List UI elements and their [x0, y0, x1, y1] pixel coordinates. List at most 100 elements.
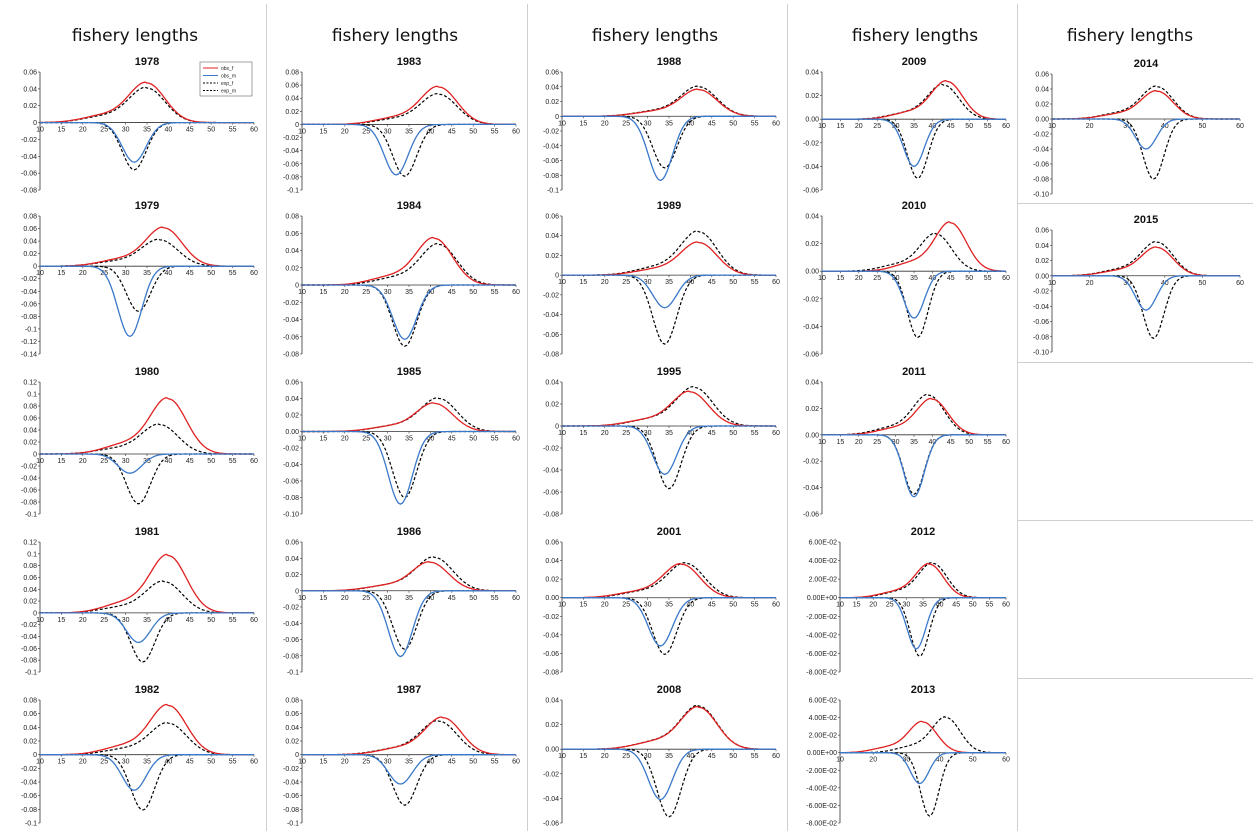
x-tick-label: 25: [622, 602, 630, 609]
x-tick-label: 25: [100, 617, 108, 624]
y-tick-label: -0.06: [21, 301, 37, 308]
y-tick-label: -0.02: [543, 292, 559, 299]
x-tick-label: 35: [405, 759, 413, 766]
x-tick-label: 55: [751, 120, 759, 127]
x-tick-label: 50: [207, 127, 215, 134]
legend-label: obs_f: [221, 66, 234, 72]
chart-panel: 2010 0.04 0.02 0.00 -0.02 -0.04 -0.06 10 15 20 25 3…: [803, 200, 1010, 359]
y-tick-label: 0: [555, 114, 559, 121]
x-tick-label: 10: [36, 458, 44, 465]
x-tick-label: 45: [947, 123, 955, 130]
x-tick-label: 10: [558, 430, 566, 437]
y-tick-label: 0.12: [23, 540, 37, 547]
series-line-obs_m: [40, 453, 254, 474]
x-tick-label: 30: [644, 602, 652, 609]
y-tick-label: -4.00E-02: [806, 632, 837, 639]
x-tick-label: 40: [427, 436, 435, 443]
legend-label: exp_m: [221, 89, 236, 95]
chart-title: 1995: [657, 366, 681, 378]
x-tick-label: 60: [1002, 275, 1010, 282]
x-tick-label: 50: [1199, 123, 1207, 130]
series-line-obs_m: [562, 597, 776, 647]
x-tick-label: 35: [665, 430, 673, 437]
x-tick-label: 20: [869, 602, 877, 609]
y-tick-label: 0.02: [805, 406, 819, 413]
x-tick-label: 50: [969, 602, 977, 609]
chart-title: 1984: [397, 200, 422, 212]
column-header: fishery lengths: [331, 26, 459, 46]
series-line-obs_m: [302, 590, 516, 658]
y-tick-label: -0.1: [287, 670, 299, 677]
x-tick-label: 40: [687, 279, 695, 286]
x-tick-label: 20: [79, 458, 87, 465]
y-tick-label: 0.02: [285, 109, 299, 116]
x-tick-label: 55: [984, 275, 992, 282]
x-tick-label: 60: [772, 602, 780, 609]
series-line-obs_m: [562, 425, 776, 476]
x-tick-label: 30: [1123, 123, 1131, 130]
x-tick-label: 20: [601, 602, 609, 609]
chart-panel: 1987 0.08 0.06 0.04 0.02 0 -0.02 -0.04 -0.06 -0.0…: [283, 684, 520, 828]
y-tick-label: -0.12: [21, 339, 37, 346]
x-tick-label: 45: [952, 602, 960, 609]
y-tick-label: 0.02: [805, 93, 819, 100]
x-tick-label: 15: [320, 289, 328, 296]
y-tick-label: 0.04: [285, 556, 299, 563]
chart-title: 1986: [397, 526, 421, 538]
series-line-exp_m: [1052, 275, 1240, 339]
y-tick-label: -2.00E-02: [806, 614, 837, 621]
series-line-obs_m: [40, 754, 254, 791]
x-tick-label: 50: [965, 439, 973, 446]
chart-panel: 1983 0.08 0.06 0.04 0.02 0 -0.02 -0.04 -0.06 -0.0…: [283, 56, 520, 195]
y-tick-label: -0.08: [21, 188, 37, 195]
y-tick-label: -8.00E-02: [806, 821, 837, 828]
x-tick-label: 35: [405, 436, 413, 443]
y-tick-label: -0.02: [543, 446, 559, 453]
x-tick-label: 20: [601, 120, 609, 127]
y-tick-label: 0.02: [23, 599, 37, 606]
x-tick-label: 60: [512, 436, 520, 443]
y-tick-label: -0.08: [543, 512, 559, 519]
y-tick-label: 0.00E+00: [807, 750, 837, 757]
x-tick-label: 60: [250, 458, 258, 465]
chart-title: 1981: [135, 526, 159, 538]
series-line-obs_f: [822, 79, 1006, 120]
y-tick-label: -0.02: [21, 276, 37, 283]
x-tick-label: 60: [512, 595, 520, 602]
y-tick-label: 6.00E-02: [809, 540, 838, 547]
x-tick-label: 15: [837, 439, 845, 446]
x-tick-label: 25: [362, 759, 370, 766]
y-tick-label: -0.02: [21, 464, 37, 471]
x-tick-label: 50: [469, 289, 477, 296]
y-tick-label: -0.08: [283, 174, 299, 181]
y-tick-label: 0: [33, 752, 37, 759]
x-tick-label: 30: [644, 753, 652, 760]
x-tick-label: 30: [122, 759, 130, 766]
chart-panel: 2013 6.00E-02 4.00E-02 2.00E-02 0.00E+00 -2.0…: [806, 684, 1010, 828]
series-line-obs_m: [822, 434, 1006, 498]
x-tick-label: 30: [122, 270, 130, 277]
x-tick-label: 35: [143, 759, 151, 766]
x-tick-label: 20: [1086, 280, 1094, 287]
x-tick-label: 50: [729, 753, 737, 760]
x-tick-label: 40: [929, 275, 937, 282]
y-tick-label: -0.06: [803, 512, 819, 519]
y-tick-label: -0.1: [287, 188, 299, 195]
y-tick-label: 2.00E-02: [809, 577, 838, 584]
x-tick-label: 35: [143, 270, 151, 277]
x-tick-label: 45: [708, 430, 716, 437]
y-tick-label: -0.08: [543, 173, 559, 180]
x-tick-label: 30: [384, 128, 392, 135]
y-tick-label: 0.04: [805, 214, 819, 221]
x-tick-label: 50: [729, 602, 737, 609]
chart-panel: 1978 0.06 0.04 0.02 0 -0.02 -0.04 -0.06 -0.08 10 1…: [21, 56, 258, 195]
series-line-obs_m: [302, 430, 516, 505]
x-tick-label: 20: [79, 617, 87, 624]
y-tick-label: -0.02: [803, 140, 819, 147]
x-tick-label: 35: [910, 123, 918, 130]
x-tick-label: 15: [580, 120, 588, 127]
y-tick-label: 0.04: [545, 84, 559, 91]
x-tick-label: 10: [298, 128, 306, 135]
x-tick-label: 45: [448, 436, 456, 443]
